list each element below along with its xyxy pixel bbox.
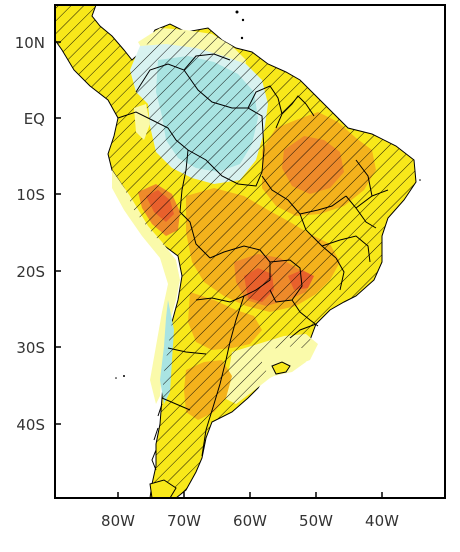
lon-label-60w: 60W <box>233 512 267 530</box>
tierra-del-fuego <box>149 479 177 498</box>
lat-label-10s: 10S <box>16 186 45 204</box>
light-yellow-zone-west <box>112 170 180 404</box>
lon-label-70w: 70W <box>167 512 201 530</box>
longitude-axis: 80W 70W 60W 50W 40W <box>101 492 399 530</box>
lat-label-30s: 30S <box>16 339 45 357</box>
lat-label-eq: EQ <box>24 110 45 128</box>
lat-label-20s: 20S <box>16 263 45 281</box>
falklands-islands <box>271 361 291 375</box>
islands <box>115 10 421 379</box>
lon-label-40w: 40W <box>365 512 399 530</box>
lon-label-80w: 80W <box>101 512 135 530</box>
lon-label-50w: 50W <box>299 512 333 530</box>
chile-islands <box>151 403 163 471</box>
lat-label-40s: 40S <box>16 416 45 434</box>
lat-label-10n: 10N <box>15 34 45 52</box>
country-borders <box>117 53 389 457</box>
latitude-axis: 10N EQ 10S 20S 30S 40S <box>15 34 61 434</box>
